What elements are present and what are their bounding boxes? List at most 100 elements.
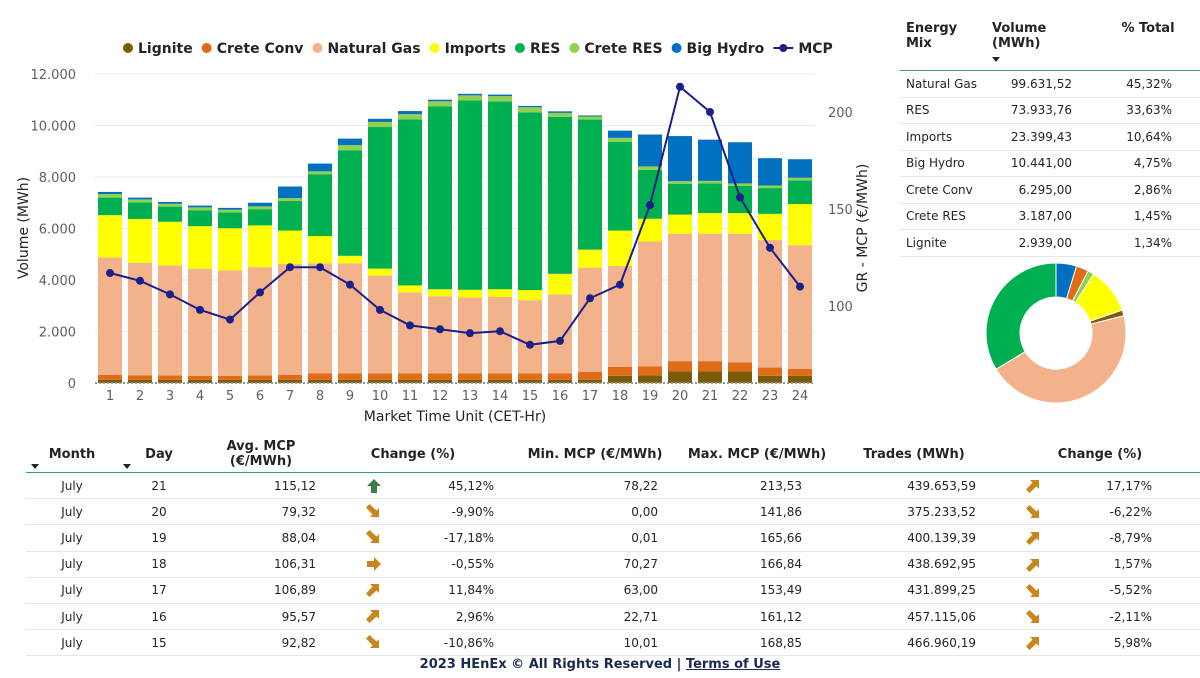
mcp-point-5[interactable] <box>226 315 234 324</box>
bar-lignite-13[interactable] <box>458 379 482 383</box>
bar-big-hydro-8[interactable] <box>308 163 332 172</box>
bar-res-15[interactable] <box>518 112 542 291</box>
bar-imports-3[interactable] <box>158 221 182 266</box>
mcp-point-3[interactable] <box>166 290 174 299</box>
bar-res-16[interactable] <box>548 116 572 274</box>
bar-crete-res-18[interactable] <box>608 137 632 142</box>
daily-row[interactable]: July 15 92,82 -10,86% 10,01 168,85 466.960,19 5… <box>26 629 1200 657</box>
bar-crete-conv-15[interactable] <box>518 373 542 380</box>
sort-desc-icon[interactable] <box>992 57 1000 62</box>
bar-lignite-2[interactable] <box>128 379 152 383</box>
bar-res-9[interactable] <box>338 150 362 256</box>
bar-res-8[interactable] <box>308 174 332 236</box>
bar-crete-res-22[interactable] <box>728 183 752 187</box>
bar-res-21[interactable] <box>698 183 722 214</box>
bar-lignite-9[interactable] <box>338 379 362 383</box>
bar-crete-conv-5[interactable] <box>218 375 242 380</box>
mix-row-crete-conv[interactable]: Crete Conv 6.295,00 2,86% <box>900 176 1200 204</box>
mcp-point-19[interactable] <box>646 201 654 210</box>
bar-imports-21[interactable] <box>698 213 722 234</box>
bar-lignite-10[interactable] <box>368 379 392 383</box>
bar-imports-15[interactable] <box>518 290 542 301</box>
mcp-point-17[interactable] <box>586 294 594 303</box>
bar-lignite-20[interactable] <box>668 371 692 383</box>
mcp-point-23[interactable] <box>766 243 774 252</box>
mcp-point-16[interactable] <box>556 336 564 345</box>
mcp-point-21[interactable] <box>706 108 714 116</box>
bar-imports-23[interactable] <box>758 213 782 241</box>
bar-lignite-18[interactable] <box>608 375 632 383</box>
bar-lignite-23[interactable] <box>758 375 782 383</box>
bar-natural-gas-3[interactable] <box>158 265 182 376</box>
bar-crete-res-23[interactable] <box>758 185 782 189</box>
bar-lignite-11[interactable] <box>398 379 422 383</box>
mcp-point-9[interactable] <box>346 280 354 289</box>
bar-lignite-19[interactable] <box>638 375 662 383</box>
bar-crete-res-1[interactable] <box>98 193 122 198</box>
bar-big-hydro-12[interactable] <box>428 99 452 102</box>
col-min-mcp[interactable]: Min. MCP (€/MWh) <box>504 436 686 473</box>
bar-lignite-24[interactable] <box>788 375 812 383</box>
bar-big-hydro-3[interactable] <box>158 201 182 204</box>
bar-res-18[interactable] <box>608 141 632 231</box>
bar-imports-7[interactable] <box>278 230 302 265</box>
bar-res-10[interactable] <box>368 127 392 269</box>
bar-imports-4[interactable] <box>188 226 212 269</box>
bar-big-hydro-16[interactable] <box>548 111 572 113</box>
mcp-point-13[interactable] <box>466 329 474 338</box>
bar-lignite-7[interactable] <box>278 379 302 383</box>
daily-row[interactable]: July 18 106,31 -0,55% 70,27 166,84 438.692,95 1… <box>26 551 1200 578</box>
bar-crete-conv-9[interactable] <box>338 373 362 380</box>
bar-crete-res-12[interactable] <box>428 101 452 107</box>
col-trades[interactable]: Trades (MWh) <box>828 436 1000 473</box>
bar-big-hydro-13[interactable] <box>458 93 482 96</box>
bar-crete-conv-6[interactable] <box>248 375 272 380</box>
bar-crete-res-3[interactable] <box>158 203 182 207</box>
bar-res-13[interactable] <box>458 100 482 290</box>
bar-crete-conv-11[interactable] <box>398 373 422 380</box>
bar-natural-gas-21[interactable] <box>698 233 722 362</box>
bar-crete-res-10[interactable] <box>368 121 392 128</box>
bar-natural-gas-16[interactable] <box>548 294 572 374</box>
bar-crete-res-24[interactable] <box>788 177 812 181</box>
donut-slice-natural-gas[interactable] <box>995 315 1127 404</box>
daily-row[interactable]: July 20 79,32 -9,90% 0,00 141,86 375.233,52 -6,… <box>26 498 1200 526</box>
bar-crete-conv-10[interactable] <box>368 373 392 380</box>
bar-crete-conv-24[interactable] <box>788 368 812 376</box>
bar-res-3[interactable] <box>158 206 182 222</box>
terms-of-use-link[interactable]: Terms of Use <box>685 657 781 672</box>
bar-imports-6[interactable] <box>248 225 272 268</box>
bar-crete-conv-1[interactable] <box>98 374 122 380</box>
bar-natural-gas-4[interactable] <box>188 268 212 376</box>
mix-row-lignite[interactable]: Lignite 2.939,00 1,34% <box>900 229 1200 257</box>
col-day[interactable]: Day <box>118 436 200 473</box>
bar-big-hydro-6[interactable] <box>248 202 272 207</box>
col-month[interactable]: Month <box>26 436 118 473</box>
mcp-point-6[interactable] <box>256 288 264 297</box>
bar-lignite-12[interactable] <box>428 379 452 383</box>
bar-big-hydro-23[interactable] <box>758 158 782 186</box>
bar-imports-2[interactable] <box>128 218 152 263</box>
col-max-mcp[interactable]: Max. MCP (€/MWh) <box>686 436 828 473</box>
bar-lignite-16[interactable] <box>548 379 572 383</box>
bar-natural-gas-11[interactable] <box>398 292 422 374</box>
legend-item-natural-gas[interactable]: Natural Gas <box>312 41 421 57</box>
mix-row-natural-gas[interactable]: Natural Gas 99.631,52 45,32% <box>900 70 1200 98</box>
bar-imports-11[interactable] <box>398 285 422 293</box>
bar-crete-res-13[interactable] <box>458 95 482 101</box>
daily-row[interactable]: July 21 115,12 45,12% 78,22 213,53 439.653,59 1… <box>26 472 1200 500</box>
mcp-point-8[interactable] <box>316 263 324 272</box>
bar-crete-res-20[interactable] <box>668 181 692 184</box>
bar-crete-conv-20[interactable] <box>668 361 692 372</box>
bar-lignite-17[interactable] <box>578 379 602 383</box>
sort-desc-icon[interactable] <box>123 464 131 469</box>
bar-res-23[interactable] <box>758 188 782 214</box>
bar-imports-17[interactable] <box>578 249 602 268</box>
bar-crete-conv-21[interactable] <box>698 361 722 372</box>
bar-crete-res-19[interactable] <box>638 166 662 170</box>
col-energy-mix[interactable]: Energy Mix <box>900 15 986 71</box>
bar-res-4[interactable] <box>188 210 212 227</box>
bar-natural-gas-10[interactable] <box>368 275 392 374</box>
mix-row-imports[interactable]: Imports 23.399,43 10,64% <box>900 123 1200 151</box>
bar-imports-9[interactable] <box>338 255 362 264</box>
